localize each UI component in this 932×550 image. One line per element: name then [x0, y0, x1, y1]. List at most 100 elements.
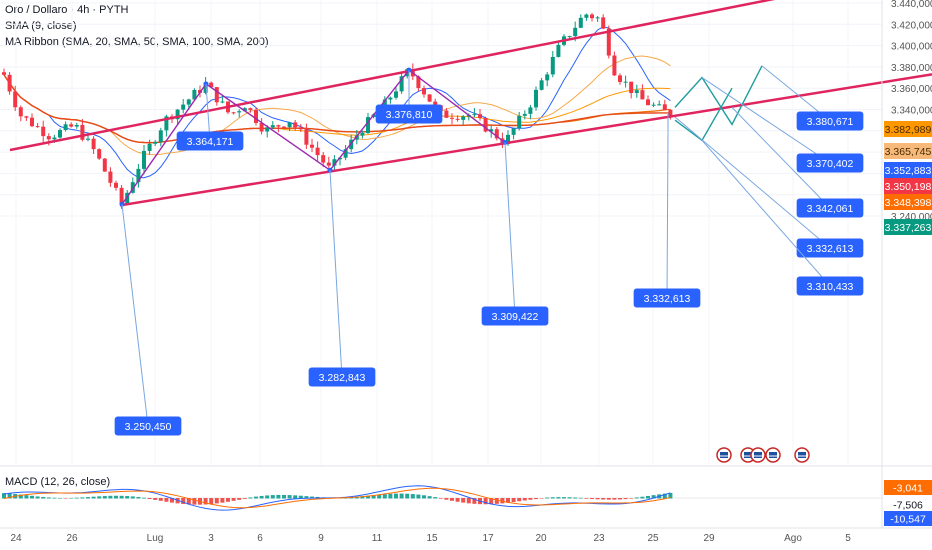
candle-up [360, 133, 365, 136]
macd-histogram-bar [186, 498, 191, 505]
macd-value-label: -7,506 [893, 500, 923, 512]
candle-up [158, 130, 163, 142]
callout-box [114, 416, 182, 436]
macd-histogram-bar [293, 495, 298, 499]
y-tick-label: 3.360,000 [891, 84, 932, 95]
candle-up [388, 97, 393, 100]
callout-box [796, 111, 864, 131]
macd-histogram-bar [422, 495, 426, 499]
macd-histogram-bar [18, 494, 23, 499]
x-tick-label: 29 [703, 533, 715, 544]
flag-canton [720, 452, 728, 458]
macd-legend: MACD (12, 26, close) [5, 476, 111, 488]
price-label: 3.348,398 [885, 197, 932, 209]
candle-up [584, 14, 589, 18]
x-tick-label: 3 [208, 533, 214, 544]
macd-histogram-bar [242, 498, 247, 499]
candle-up [58, 130, 62, 138]
candle-up [192, 89, 197, 100]
callout-connector [666, 132, 669, 299]
macd-histogram-bar [30, 495, 34, 499]
macd-histogram-bar [298, 495, 303, 499]
macd-value-label: -10,547 [890, 514, 926, 526]
price-label-box [884, 194, 932, 210]
macd-histogram-bar [522, 498, 527, 501]
projection-label: 3.332,613 [807, 243, 854, 255]
macd-histogram-bar [601, 498, 606, 500]
candle-down [214, 87, 219, 103]
candle-up [63, 124, 68, 131]
callout-connector [504, 142, 516, 317]
macd-histogram-bar [472, 498, 477, 504]
candle-up [634, 90, 639, 94]
macd-histogram-bar [147, 498, 152, 500]
macd-histogram-bar [506, 498, 510, 503]
candle-up [461, 116, 466, 120]
candle-up [366, 117, 370, 134]
macd-histogram-bar [489, 498, 494, 505]
x-tick-label: Ago [784, 533, 802, 544]
macd-histogram-bar [63, 498, 68, 499]
y-tick-label: 3.400,000 [891, 42, 932, 53]
macd-histogram-bar [450, 498, 454, 501]
macd-histogram-bar [646, 495, 650, 499]
candle-up [517, 115, 522, 129]
macd-histogram-bar [237, 498, 242, 500]
candle-up [136, 168, 141, 183]
candle-up [528, 107, 533, 114]
candle-down [69, 124, 74, 127]
pivot-label: 3.376,810 [386, 109, 433, 121]
macd-histogram-bar [69, 497, 74, 499]
ma-ribbon-legend: MA Ribbon (SMA, 20, SMA, 50, SMA, 100, S… [5, 36, 269, 48]
candle-down [450, 117, 454, 119]
candle-up [52, 137, 57, 140]
macd-histogram-bar [618, 498, 622, 500]
macd-value-label: -3,041 [893, 483, 923, 495]
macd-histogram-bar [573, 497, 578, 499]
macd-histogram-bar [86, 497, 90, 499]
flag-canton [754, 452, 762, 458]
candle-down [298, 127, 303, 130]
callout-connector [731, 107, 831, 209]
candle-up [573, 27, 578, 37]
macd-histogram-bar [310, 496, 314, 499]
macd-histogram-bar [214, 498, 219, 504]
candle-down [259, 122, 264, 132]
candle-up [534, 89, 538, 108]
macd-histogram-bar [534, 498, 538, 500]
candle-up [242, 108, 247, 112]
candle-down [606, 28, 611, 56]
candle-up [181, 104, 186, 110]
candle-down [662, 104, 667, 110]
callout-box [796, 198, 864, 218]
macd-histogram-bar [304, 496, 309, 499]
macd-histogram-bar [41, 496, 46, 499]
projection-label: 3.310,433 [807, 281, 854, 293]
callout-box [481, 306, 549, 326]
candle-up [237, 111, 242, 113]
macd-value-box [884, 480, 932, 495]
macd-histogram-bar [668, 492, 673, 499]
macd-histogram-bar [2, 493, 6, 499]
candle-up [153, 141, 158, 144]
x-tick-label: 25 [647, 533, 659, 544]
price-label: 3.352,883 [885, 165, 932, 177]
candle-up [567, 36, 572, 38]
candle-up [657, 104, 662, 106]
macd-histogram-bar [416, 494, 421, 499]
price-label-box [884, 143, 932, 159]
price-label: 3.350,198 [885, 181, 932, 193]
projection-label: 3.342,061 [807, 203, 854, 215]
y-tick-label: 3.420,000 [891, 20, 932, 31]
x-tick-label: 11 [372, 533, 383, 544]
channel-lower-line [119, 73, 932, 207]
candle-down [590, 14, 594, 19]
macd-histogram-bar [209, 498, 214, 505]
callout-connector [205, 83, 211, 142]
macd-histogram-bar [282, 494, 286, 499]
callout-connector [674, 116, 831, 249]
macd-histogram-bar [74, 497, 79, 499]
macd-histogram-bar [567, 497, 572, 499]
macd-histogram-bar [595, 498, 600, 500]
